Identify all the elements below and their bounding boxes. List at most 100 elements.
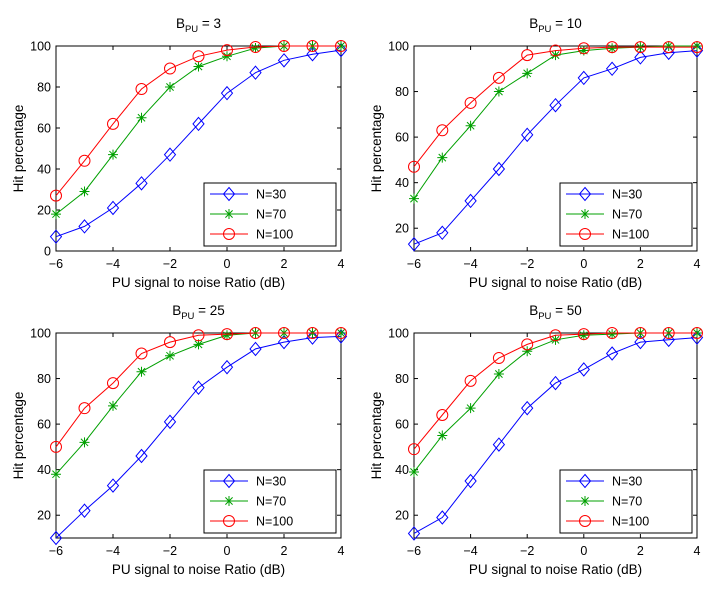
legend: N=30 N=70 N=100	[559, 182, 693, 247]
data-point	[465, 120, 476, 131]
data-point	[334, 329, 348, 344]
data-point	[221, 44, 233, 57]
title-main: B	[176, 16, 185, 31]
series-n-100	[408, 327, 703, 456]
data-point	[135, 83, 148, 96]
data-point	[578, 45, 589, 56]
data-point	[222, 330, 232, 341]
data-point	[50, 189, 62, 202]
data-point	[690, 330, 704, 345]
data-point	[221, 328, 233, 341]
legend: N=30 N=70 N=100	[559, 469, 693, 534]
data-point	[249, 341, 262, 357]
y-tick-label: 40	[37, 163, 51, 177]
legend-label: N=30	[256, 188, 286, 202]
x-tick-label: 0	[224, 257, 231, 271]
data-point	[408, 443, 420, 456]
y-tick-label: 40	[37, 463, 51, 477]
title-suffix: = 50	[551, 303, 581, 318]
data-point	[249, 41, 262, 54]
data-point	[550, 50, 561, 61]
y-tick-label: 80	[395, 372, 409, 386]
data-point	[135, 176, 148, 191]
legend-marker	[223, 228, 235, 240]
y-axis-label: Hit percentage	[369, 105, 384, 193]
data-point	[577, 70, 590, 86]
data-point	[634, 327, 647, 339]
data-point	[49, 530, 63, 546]
data-point	[634, 50, 647, 65]
data-point	[306, 327, 319, 339]
data-point	[607, 43, 618, 54]
data-point	[464, 374, 477, 387]
legend-marker	[224, 209, 234, 219]
data-point	[606, 327, 619, 339]
data-point	[692, 41, 702, 51]
data-point	[436, 124, 449, 137]
legend-marker	[579, 228, 591, 240]
data-point	[577, 42, 590, 55]
data-point	[78, 503, 91, 518]
data-point	[465, 403, 476, 414]
y-tick-label: 100	[30, 40, 51, 54]
data-point	[334, 42, 348, 58]
x-tick-label: −2	[163, 544, 177, 558]
data-point	[408, 160, 420, 173]
legend-marker	[580, 209, 590, 219]
y-tick-label: 20	[395, 222, 409, 236]
y-axis-label: Hit percentage	[11, 392, 26, 480]
y-tick-label: 0	[44, 245, 51, 259]
data-point	[108, 149, 118, 160]
data-point	[278, 40, 290, 52]
x-tick-label: −6	[49, 257, 63, 271]
data-point	[409, 466, 419, 477]
data-point	[522, 68, 533, 79]
data-point	[436, 225, 449, 241]
data-point	[437, 430, 448, 441]
y-tick-label: 40	[395, 463, 409, 477]
legend: N=30 N=70 N=100	[203, 182, 337, 247]
data-point	[306, 330, 319, 345]
data-point	[464, 96, 477, 109]
x-tick-label: 0	[580, 257, 587, 271]
x-axis-label: PU signal to noise Ratio (dB)	[112, 562, 285, 577]
data-point	[78, 219, 91, 234]
x-tick-label: −6	[407, 257, 421, 271]
data-point	[492, 161, 506, 177]
data-point	[606, 41, 619, 54]
x-tick-label: 2	[637, 257, 644, 271]
legend-label: N=100	[612, 515, 649, 529]
data-point	[106, 200, 120, 216]
y-tick-label: 80	[395, 85, 409, 99]
data-point	[407, 526, 421, 541]
legend: N=30 N=70 N=100	[203, 469, 337, 534]
data-point	[691, 41, 703, 54]
data-point	[521, 127, 534, 143]
y-tick-label: 20	[37, 204, 51, 218]
data-point	[165, 82, 175, 92]
title-suffix: = 10	[551, 16, 581, 31]
data-point	[136, 112, 147, 123]
y-axis-label: Hit percentage	[369, 392, 384, 480]
legend-label: N=30	[612, 475, 642, 489]
data-point	[277, 334, 291, 350]
legend-marker	[580, 496, 590, 506]
x-tick-label: 4	[694, 257, 701, 271]
series-n-100	[50, 327, 347, 453]
data-point	[605, 61, 619, 77]
series-line	[55, 49, 342, 238]
data-point	[192, 380, 205, 395]
x-tick-label: 4	[338, 257, 345, 271]
data-point	[521, 49, 534, 62]
data-point	[492, 71, 505, 84]
data-point	[436, 510, 449, 525]
data-point	[249, 327, 262, 339]
data-point	[549, 97, 562, 113]
x-tick-label: −4	[463, 257, 477, 271]
data-point	[662, 327, 675, 339]
x-tick-label: −2	[520, 544, 534, 558]
y-tick-label: 100	[388, 327, 409, 341]
data-point	[306, 46, 319, 62]
x-tick-label: 4	[694, 544, 701, 558]
